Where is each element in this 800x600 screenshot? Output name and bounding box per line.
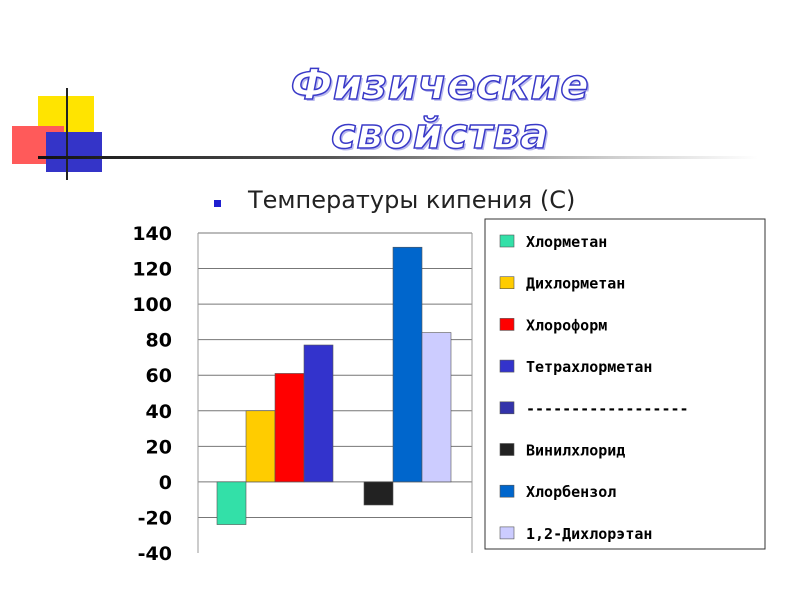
y-tick-label: -20 [138, 507, 172, 529]
legend-label: Хлорметан [526, 233, 607, 251]
legend-swatch [499, 276, 515, 290]
legend-swatch [499, 443, 515, 456]
legend-swatch [499, 401, 515, 415]
decor-horizontal-rule [38, 156, 758, 159]
legend-label: Хлорбензол [526, 483, 616, 501]
legend-swatch [499, 526, 515, 540]
decor-vertical-line [66, 88, 68, 180]
y-axis: 140 120 100 80 60 40 20 0 -20 -40 [132, 223, 172, 565]
legend-label: Хлороформ [526, 316, 607, 334]
y-tick-label: 60 [146, 365, 172, 387]
y-tick-label: 0 [159, 472, 172, 494]
legend: Хлорметан Дихлорметан Хлороформ Тетрахлорме… [484, 218, 766, 550]
y-tick-label: 100 [132, 294, 172, 316]
legend-box [484, 218, 766, 550]
bullet-text: Температуры кипения (С) [248, 186, 576, 214]
bar-8 [421, 332, 452, 483]
bar-4 [303, 344, 334, 483]
legend-swatch [499, 318, 515, 331]
y-tick-label: 40 [146, 401, 172, 423]
legend-label: ------------------ [526, 400, 689, 418]
decor-blue-square [46, 132, 102, 172]
bar-6 [363, 481, 394, 506]
legend-swatch [499, 359, 515, 373]
bar-3 [274, 373, 305, 483]
bullet-square-icon [214, 200, 221, 207]
y-tick-label: -40 [138, 543, 172, 565]
bar-7 [392, 246, 423, 483]
bar-1 [216, 481, 247, 525]
legend-label: Винилхлорид [526, 442, 625, 460]
legend-label: Дихлорметан [526, 275, 625, 293]
legend-swatch [499, 234, 515, 248]
bar-2 [245, 410, 276, 483]
slide-title: Физические свойства [290, 59, 590, 159]
legend-swatch [499, 484, 515, 498]
legend-label: 1,2-Дихлорэтан [526, 525, 652, 543]
y-tick-label: 20 [146, 436, 172, 458]
y-tick-label: 120 [132, 259, 172, 281]
bars [216, 246, 452, 525]
y-tick-label: 80 [146, 330, 172, 352]
legend-label: Тетрахлорметан [526, 358, 652, 376]
y-tick-label: 140 [132, 223, 172, 245]
